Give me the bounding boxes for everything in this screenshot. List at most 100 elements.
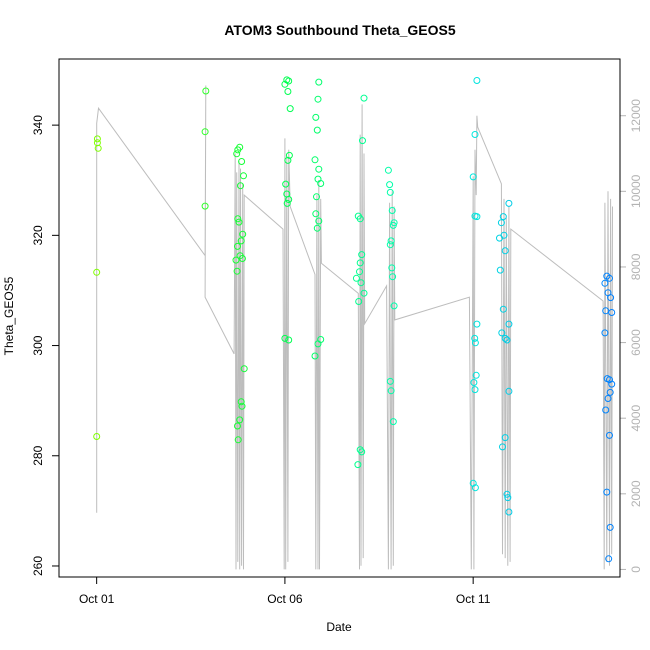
data-point <box>501 434 509 442</box>
data-point <box>281 334 289 342</box>
data-point <box>389 273 397 281</box>
altitude-track-line <box>96 85 613 570</box>
data-point <box>355 298 363 305</box>
data-point <box>604 395 612 402</box>
data-point <box>240 365 248 373</box>
data-point <box>469 173 477 181</box>
data-point <box>202 87 210 95</box>
plot-frame <box>58 58 621 578</box>
data-point <box>469 479 477 487</box>
data-point <box>314 175 322 183</box>
data-point <box>608 380 616 388</box>
data-point <box>235 218 243 226</box>
secondary-y-tick-label: 12000 <box>629 99 643 133</box>
data-point <box>285 196 293 203</box>
data-point <box>473 213 481 221</box>
data-point <box>313 193 320 201</box>
y-tick-label: 280 <box>31 445 45 465</box>
data-point <box>499 443 506 451</box>
data-point <box>505 508 513 516</box>
data-point <box>284 156 292 164</box>
data-point <box>201 128 209 136</box>
data-point <box>473 320 481 328</box>
data-point <box>313 126 321 134</box>
data-point <box>284 88 292 95</box>
x-tick-label: Oct 06 <box>267 592 303 606</box>
data-point <box>311 352 319 360</box>
data-point <box>358 251 366 259</box>
data-point <box>607 294 615 302</box>
data-point <box>283 199 291 207</box>
data-point <box>281 80 289 88</box>
data-point <box>238 402 246 410</box>
data-point <box>386 241 394 249</box>
data-point <box>237 182 244 190</box>
data-point <box>360 289 368 297</box>
data-point <box>497 219 505 227</box>
data-point <box>315 165 323 173</box>
secondary-y-tick-label: 4000 <box>629 405 643 432</box>
data-point <box>505 320 513 328</box>
data-point <box>471 386 479 394</box>
data-point <box>501 334 509 342</box>
data-point <box>238 158 246 165</box>
y-tick-label: 260 <box>31 556 45 576</box>
data-point <box>234 215 242 223</box>
data-point <box>232 256 240 264</box>
data-point <box>471 334 479 342</box>
data-point <box>606 388 614 396</box>
data-point <box>384 166 392 174</box>
data-point <box>317 180 325 187</box>
data-point <box>234 422 241 430</box>
data-point <box>285 77 293 85</box>
data-point <box>93 135 101 143</box>
data-point <box>234 242 241 250</box>
data-point <box>503 490 511 498</box>
secondary-y-tick-label: 8000 <box>629 253 643 280</box>
data-point <box>236 143 244 151</box>
data-point <box>505 199 513 207</box>
data-point <box>387 387 395 395</box>
axes-layer: Oct 01 Oct 06 Oct 11 260 280 300 320 340 0 2000 40… <box>31 99 643 606</box>
data-point <box>356 268 363 276</box>
data-point <box>499 213 507 221</box>
data-point <box>311 156 319 164</box>
data-point <box>605 555 613 563</box>
data-point <box>386 377 394 385</box>
data-point <box>94 144 102 152</box>
data-point <box>314 95 322 103</box>
data-point <box>471 131 479 138</box>
data-point <box>282 180 290 188</box>
data-point <box>388 207 396 214</box>
altitude-track-layer <box>96 85 613 570</box>
data-point <box>498 329 506 337</box>
x-tick-label: Oct 11 <box>456 592 491 606</box>
data-point <box>387 237 395 245</box>
data-point <box>389 221 397 229</box>
data-point <box>388 264 396 272</box>
data-point <box>390 302 398 310</box>
data-point <box>504 494 512 502</box>
secondary-y-tick-label: 10000 <box>629 174 643 208</box>
data-point <box>358 448 366 456</box>
data-point <box>313 224 321 232</box>
data-point <box>389 418 397 426</box>
data-point <box>312 210 320 218</box>
data-point <box>601 279 609 287</box>
data-point <box>606 274 613 282</box>
secondary-y-tick-label: 0 <box>629 566 643 573</box>
data-point <box>608 309 616 316</box>
x-axis-title: Date <box>326 620 352 634</box>
data-point <box>357 279 365 287</box>
data-point <box>386 181 394 189</box>
data-point <box>603 488 611 496</box>
data-point <box>496 234 503 242</box>
data-point <box>201 202 209 210</box>
data-point <box>496 266 504 274</box>
y-tick-label: 320 <box>31 225 45 245</box>
data-points-layer <box>93 76 616 563</box>
data-point <box>312 113 320 121</box>
data-point <box>285 336 293 344</box>
chart-title: ATOM3 Southbound Theta_GEOS5 <box>224 22 455 38</box>
